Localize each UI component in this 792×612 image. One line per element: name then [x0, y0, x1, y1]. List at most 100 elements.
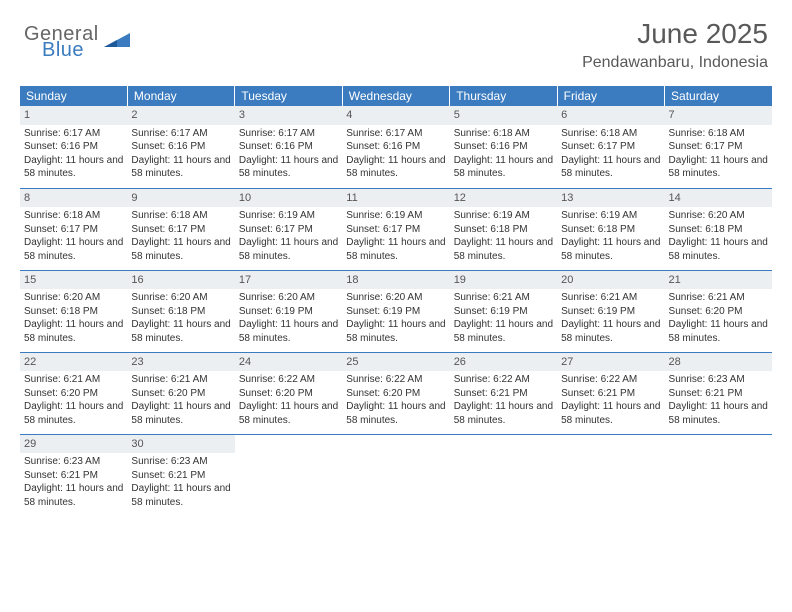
- day-number: 8: [20, 189, 127, 208]
- sunrise-text: Sunrise: 6:22 AM: [561, 373, 660, 387]
- logo-text-blue: Blue: [42, 40, 99, 60]
- daylight-text: Daylight: 11 hours and 58 minutes.: [561, 154, 660, 181]
- daylight-text: Daylight: 11 hours and 58 minutes.: [131, 318, 230, 345]
- calendar-cell: 28Sunrise: 6:23 AMSunset: 6:21 PMDayligh…: [665, 352, 772, 434]
- calendar-cell: .: [235, 434, 342, 516]
- calendar-cell: 9Sunrise: 6:18 AMSunset: 6:17 PMDaylight…: [127, 188, 234, 270]
- day-number: 2: [127, 106, 234, 125]
- sunrise-text: Sunrise: 6:21 AM: [561, 291, 660, 305]
- logo-triangle-icon: [104, 33, 130, 56]
- sunset-text: Sunset: 6:16 PM: [454, 140, 553, 154]
- day-number: 7: [665, 106, 772, 125]
- sunset-text: Sunset: 6:17 PM: [669, 140, 768, 154]
- sunrise-text: Sunrise: 6:17 AM: [239, 127, 338, 141]
- weekday-header: Saturday: [665, 86, 772, 106]
- sunset-text: Sunset: 6:17 PM: [346, 223, 445, 237]
- calendar-cell: 7 Sunrise: 6:18 AMSunset: 6:17 PMDaylight…: [665, 106, 772, 188]
- location-label: Pendawanbaru, Indonesia: [582, 54, 768, 72]
- daylight-text: Daylight: 11 hours and 58 minutes.: [561, 236, 660, 263]
- sunrise-text: Sunrise: 6:23 AM: [669, 373, 768, 387]
- daylight-text: Daylight: 11 hours and 58 minutes.: [346, 236, 445, 263]
- sunset-text: Sunset: 6:19 PM: [561, 305, 660, 319]
- sunrise-text: Sunrise: 6:19 AM: [239, 209, 338, 223]
- sunset-text: Sunset: 6:20 PM: [669, 305, 768, 319]
- calendar-cell: 11Sunrise: 6:19 AMSunset: 6:17 PMDayligh…: [342, 188, 449, 270]
- day-number: 18: [342, 271, 449, 290]
- sunrise-text: Sunrise: 6:23 AM: [24, 455, 123, 469]
- sunset-text: Sunset: 6:16 PM: [24, 140, 123, 154]
- sunset-text: Sunset: 6:19 PM: [239, 305, 338, 319]
- daylight-text: Daylight: 11 hours and 58 minutes.: [561, 400, 660, 427]
- day-number: 3: [235, 106, 342, 125]
- sunrise-text: Sunrise: 6:17 AM: [346, 127, 445, 141]
- sunset-text: Sunset: 6:20 PM: [24, 387, 123, 401]
- calendar-cell: 29Sunrise: 6:23 AMSunset: 6:21 PMDayligh…: [20, 434, 127, 516]
- day-number: 25: [342, 353, 449, 372]
- day-number: 29: [20, 435, 127, 454]
- day-number: 27: [557, 353, 664, 372]
- day-number: 6: [557, 106, 664, 125]
- sunrise-text: Sunrise: 6:19 AM: [454, 209, 553, 223]
- calendar-cell: 4Sunrise: 6:17 AMSunset: 6:16 PMDaylight…: [342, 106, 449, 188]
- daylight-text: Daylight: 11 hours and 58 minutes.: [239, 400, 338, 427]
- calendar-cell: .: [450, 434, 557, 516]
- sunset-text: Sunset: 6:20 PM: [239, 387, 338, 401]
- sunset-text: Sunset: 6:18 PM: [24, 305, 123, 319]
- sunrise-text: Sunrise: 6:18 AM: [131, 209, 230, 223]
- day-number: 22: [20, 353, 127, 372]
- day-number: 24: [235, 353, 342, 372]
- calendar-cell: 5Sunrise: 6:18 AMSunset: 6:16 PMDaylight…: [450, 106, 557, 188]
- daylight-text: Daylight: 11 hours and 58 minutes.: [24, 154, 123, 181]
- calendar-cell: 14Sunrise: 6:20 AMSunset: 6:18 PMDayligh…: [665, 188, 772, 270]
- sunset-text: Sunset: 6:16 PM: [239, 140, 338, 154]
- daylight-text: Daylight: 11 hours and 58 minutes.: [239, 318, 338, 345]
- sunrise-text: Sunrise: 6:17 AM: [24, 127, 123, 141]
- sunrise-text: Sunrise: 6:21 AM: [24, 373, 123, 387]
- calendar-cell: 6Sunrise: 6:18 AMSunset: 6:17 PMDaylight…: [557, 106, 664, 188]
- day-number: 23: [127, 353, 234, 372]
- daylight-text: Daylight: 11 hours and 58 minutes.: [669, 154, 768, 181]
- daylight-text: Daylight: 11 hours and 58 minutes.: [24, 318, 123, 345]
- sunset-text: Sunset: 6:20 PM: [131, 387, 230, 401]
- daylight-text: Daylight: 11 hours and 58 minutes.: [131, 482, 230, 509]
- sunrise-text: Sunrise: 6:19 AM: [561, 209, 660, 223]
- day-number: 21: [665, 271, 772, 290]
- sunrise-text: Sunrise: 6:21 AM: [669, 291, 768, 305]
- calendar-cell: 19Sunrise: 6:21 AMSunset: 6:19 PMDayligh…: [450, 270, 557, 352]
- calendar-grid: SundayMondayTuesdayWednesdayThursdayFrid…: [20, 86, 772, 516]
- sunset-text: Sunset: 6:20 PM: [346, 387, 445, 401]
- weekday-header: Wednesday: [342, 86, 449, 106]
- sunset-text: Sunset: 6:18 PM: [131, 305, 230, 319]
- weekday-header: Monday: [127, 86, 234, 106]
- calendar-cell: 18Sunrise: 6:20 AMSunset: 6:19 PMDayligh…: [342, 270, 449, 352]
- calendar-cell: 23Sunrise: 6:21 AMSunset: 6:20 PMDayligh…: [127, 352, 234, 434]
- sunrise-text: Sunrise: 6:20 AM: [239, 291, 338, 305]
- sunset-text: Sunset: 6:18 PM: [454, 223, 553, 237]
- sunrise-text: Sunrise: 6:20 AM: [346, 291, 445, 305]
- sunset-text: Sunset: 6:17 PM: [24, 223, 123, 237]
- calendar-cell: 25Sunrise: 6:22 AMSunset: 6:20 PMDayligh…: [342, 352, 449, 434]
- calendar-cell: 26Sunrise: 6:22 AMSunset: 6:21 PMDayligh…: [450, 352, 557, 434]
- calendar-cell: 15Sunrise: 6:20 AMSunset: 6:18 PMDayligh…: [20, 270, 127, 352]
- daylight-text: Daylight: 11 hours and 58 minutes.: [131, 400, 230, 427]
- daylight-text: Daylight: 11 hours and 58 minutes.: [346, 318, 445, 345]
- logo: General Blue: [24, 24, 130, 60]
- calendar-cell: 27Sunrise: 6:22 AMSunset: 6:21 PMDayligh…: [557, 352, 664, 434]
- daylight-text: Daylight: 11 hours and 58 minutes.: [24, 400, 123, 427]
- sunset-text: Sunset: 6:16 PM: [131, 140, 230, 154]
- day-number: 26: [450, 353, 557, 372]
- sunset-text: Sunset: 6:21 PM: [131, 469, 230, 483]
- daylight-text: Daylight: 11 hours and 58 minutes.: [24, 482, 123, 509]
- sunset-text: Sunset: 6:21 PM: [454, 387, 553, 401]
- sunset-text: Sunset: 6:19 PM: [346, 305, 445, 319]
- calendar-cell: 21Sunrise: 6:21 AMSunset: 6:20 PMDayligh…: [665, 270, 772, 352]
- sunrise-text: Sunrise: 6:18 AM: [24, 209, 123, 223]
- calendar-cell: .: [557, 434, 664, 516]
- calendar-cell: 20Sunrise: 6:21 AMSunset: 6:19 PMDayligh…: [557, 270, 664, 352]
- calendar-cell: 24Sunrise: 6:22 AMSunset: 6:20 PMDayligh…: [235, 352, 342, 434]
- sunrise-text: Sunrise: 6:18 AM: [669, 127, 768, 141]
- calendar-cell: .: [342, 434, 449, 516]
- day-number: 4: [342, 106, 449, 125]
- day-number: 11: [342, 189, 449, 208]
- sunrise-text: Sunrise: 6:23 AM: [131, 455, 230, 469]
